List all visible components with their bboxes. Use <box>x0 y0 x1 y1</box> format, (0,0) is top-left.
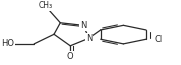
Text: N: N <box>86 34 92 43</box>
Text: N: N <box>80 21 86 30</box>
Text: HO: HO <box>2 39 15 48</box>
Text: Cl: Cl <box>154 35 162 44</box>
Text: CH₃: CH₃ <box>39 1 53 10</box>
Text: O: O <box>67 52 73 61</box>
